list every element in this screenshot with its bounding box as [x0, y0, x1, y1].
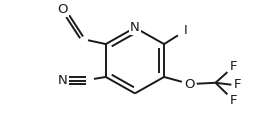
- Text: O: O: [57, 3, 68, 16]
- Text: F: F: [230, 60, 237, 73]
- Text: I: I: [184, 24, 188, 37]
- Text: N: N: [58, 74, 67, 87]
- Text: F: F: [230, 94, 237, 107]
- Text: O: O: [184, 78, 195, 91]
- Text: N: N: [130, 21, 140, 34]
- Text: F: F: [233, 78, 241, 91]
